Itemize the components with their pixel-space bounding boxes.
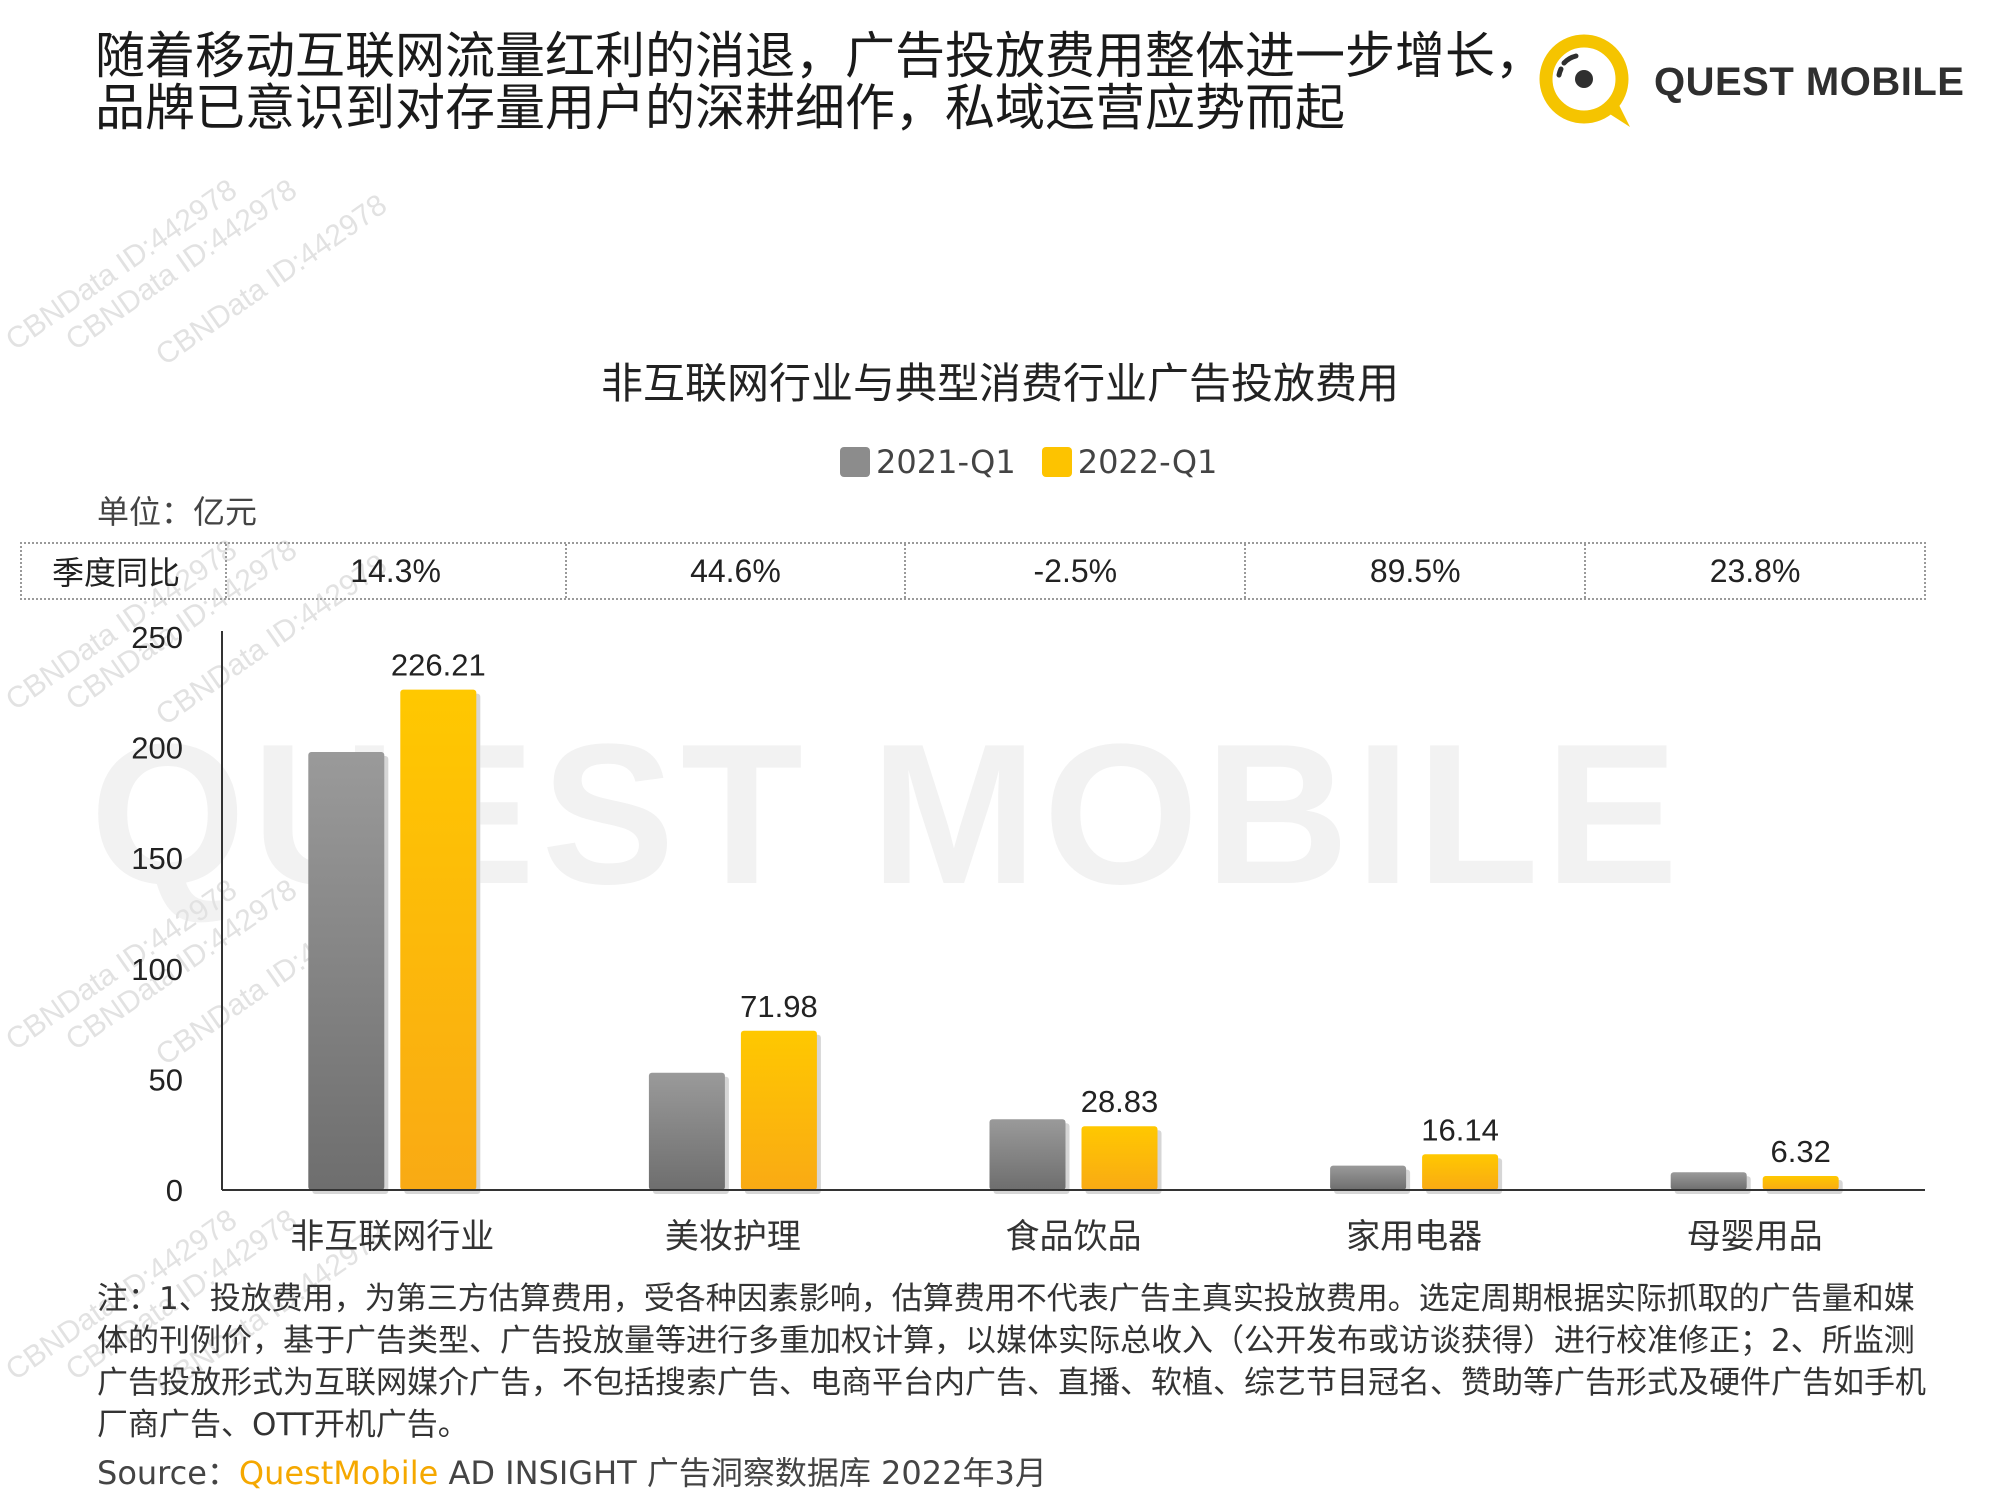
legend-label-2022: 2022-Q1 — [1077, 443, 1218, 481]
bar-2021-q1 — [1330, 1165, 1407, 1190]
legend-item-2021: 2021-Q1 — [840, 443, 1016, 481]
bar-2022-q1 — [740, 1030, 817, 1190]
x-category-label: 非互联网行业 — [290, 1217, 494, 1257]
y-tick-label: 200 — [131, 731, 183, 766]
legend-item-2022: 2022-Q1 — [1041, 443, 1218, 481]
bar-2022-q1 — [1422, 1154, 1499, 1190]
legend-swatch-2021 — [840, 447, 870, 477]
data-label: 6.32 — [1771, 1134, 1831, 1169]
bar-2022-q1 — [400, 689, 477, 1190]
headline-line-1: 随着移动互联网流量红利的消退，广告投放费用整体进一步增长， — [95, 27, 1545, 85]
unit-label: 单位：亿元 — [97, 493, 258, 531]
y-tick-label: 250 — [131, 620, 183, 655]
bar-2022-q1 — [1762, 1176, 1839, 1190]
yoy-cell: -2.5% — [904, 544, 1244, 598]
x-category-label: 家用电器 — [1346, 1217, 1482, 1257]
chart-legend: 2021-Q1 2022-Q1 — [840, 443, 1243, 481]
yoy-cell: 89.5% — [1244, 544, 1584, 598]
yoy-label: 季度同比 — [52, 554, 181, 592]
bar-chart: 0 50 100 150 200 250 226.21 非互联网行业 71.98 美妆护理 28.8… — [131, 620, 1925, 1257]
page-headline: 随着移动互联网流量红利的消退，广告投放费用整体进一步增长， 品牌已意识到对存量用… — [95, 27, 1545, 137]
y-tick-label: 150 — [131, 841, 183, 876]
source-rest: AD INSIGHT 广告洞察数据库 2022年3月 — [438, 1454, 1047, 1492]
quest-mobile-logo-icon — [1539, 34, 1630, 127]
x-category-label: 美妆护理 — [665, 1217, 801, 1257]
y-tick-label: 100 — [131, 952, 183, 987]
source-brand: QuestMobile — [238, 1454, 439, 1492]
quest-mobile-logo: QUEST MOBILE — [1532, 22, 1964, 142]
yoy-cell: 23.8% — [1584, 544, 1924, 598]
x-category-label: 母婴用品 — [1687, 1217, 1823, 1257]
x-category-label: 食品饮品 — [1006, 1217, 1142, 1257]
data-label: 16.14 — [1421, 1112, 1499, 1147]
y-tick-label: 50 — [149, 1062, 183, 1097]
legend-swatch-2022 — [1041, 447, 1072, 477]
bar-2021-q1 — [989, 1119, 1066, 1190]
bar-2021-q1 — [1670, 1172, 1747, 1190]
source-line: Source：QuestMobile AD INSIGHT 广告洞察数据库 20… — [97, 1448, 1047, 1494]
bar-2022-q1 — [1081, 1126, 1158, 1190]
yoy-table: 季度同比 14.3% 44.6% -2.5% 89.5% 23.8% — [20, 542, 1926, 600]
yoy-cell: 44.6% — [564, 544, 905, 598]
footnote: 注：1、投放费用，为第三方估算费用，受各种因素影响，估算费用不代表广告主真实投放… — [97, 1281, 1926, 1443]
data-label: 71.98 — [740, 989, 818, 1024]
legend-label-2021: 2021-Q1 — [876, 443, 1016, 481]
yoy-cell: 14.3% — [224, 544, 565, 598]
logo-text: QUEST MOBILE — [1654, 59, 1965, 104]
data-label: 226.21 — [391, 648, 486, 683]
bar-2021-q1 — [648, 1072, 725, 1190]
headline-line-2: 品牌已意识到对存量用户的深耕细作，私域运营应势而起 — [95, 79, 1345, 137]
source-prefix: Source： — [97, 1454, 239, 1492]
data-label: 28.83 — [1081, 1084, 1159, 1119]
y-tick-label: 0 — [166, 1173, 183, 1208]
chart-title: 非互联网行业与典型消费行业广告投放费用 — [600, 359, 1399, 408]
bar-2021-q1 — [308, 752, 385, 1190]
